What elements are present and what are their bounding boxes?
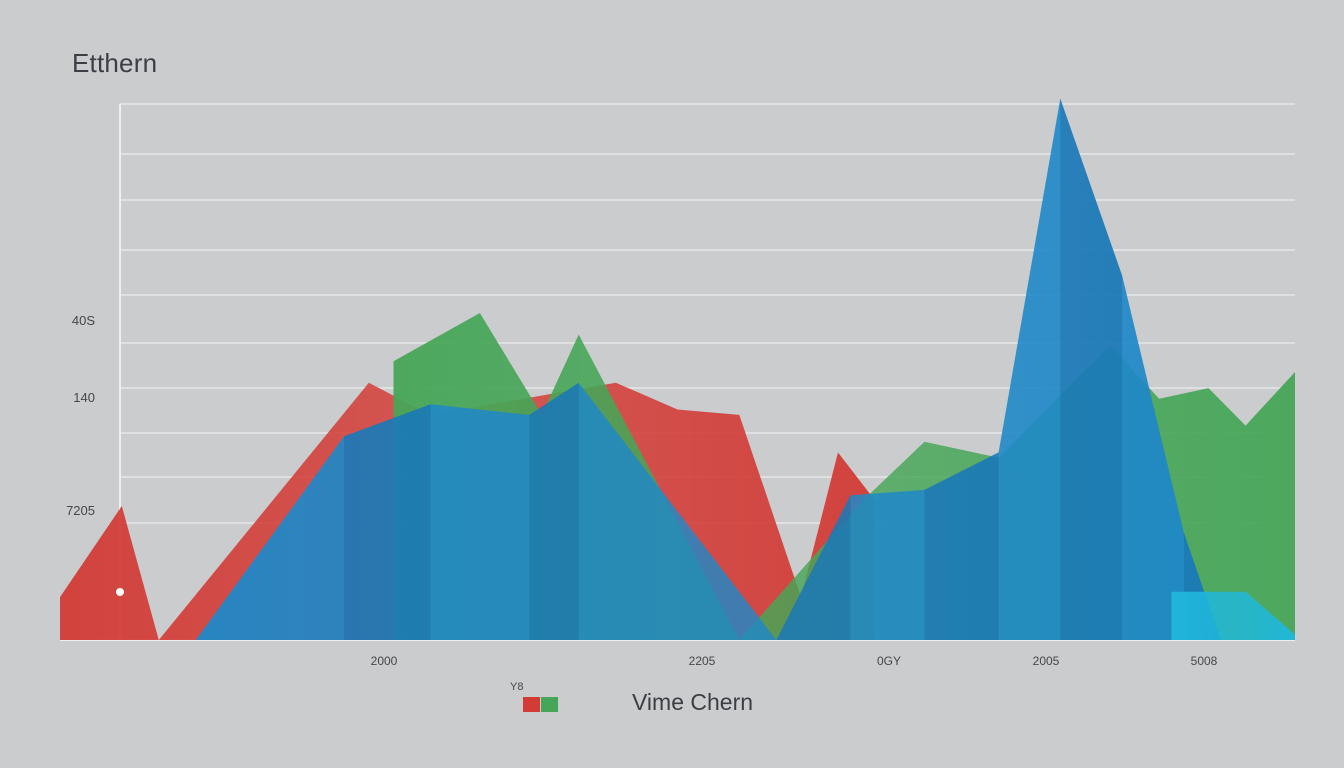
legend-mark: Y8: [510, 681, 524, 693]
series-areas: [60, 98, 1295, 641]
legend-title: Vime Chern: [632, 689, 754, 715]
series-area-facet: [776, 495, 851, 640]
y-tick-label: 7205: [66, 503, 95, 518]
axis-marker-dot: [116, 588, 124, 596]
x-tick-label: 2205: [688, 654, 716, 668]
x-tick-label: 2000: [370, 654, 398, 668]
series-area-3: [1171, 591, 1295, 640]
y-tick-label: 140: [73, 390, 95, 405]
y-tick-label: 40S: [71, 313, 95, 328]
x-tick-label: 5008: [1190, 654, 1218, 668]
legend-swatch-green: [541, 697, 558, 712]
x-tick-label: 0GY: [876, 654, 902, 668]
series-area-2: [195, 98, 1221, 641]
series-area-facet: [344, 404, 431, 640]
series-area-facet: [1060, 98, 1123, 641]
series-area-facet: [529, 382, 579, 640]
x-tick-label: 2005: [1032, 654, 1060, 668]
series-area-facet: [924, 452, 999, 640]
chart-title: Etthern: [72, 48, 158, 78]
legend-swatch-red: [523, 697, 540, 712]
